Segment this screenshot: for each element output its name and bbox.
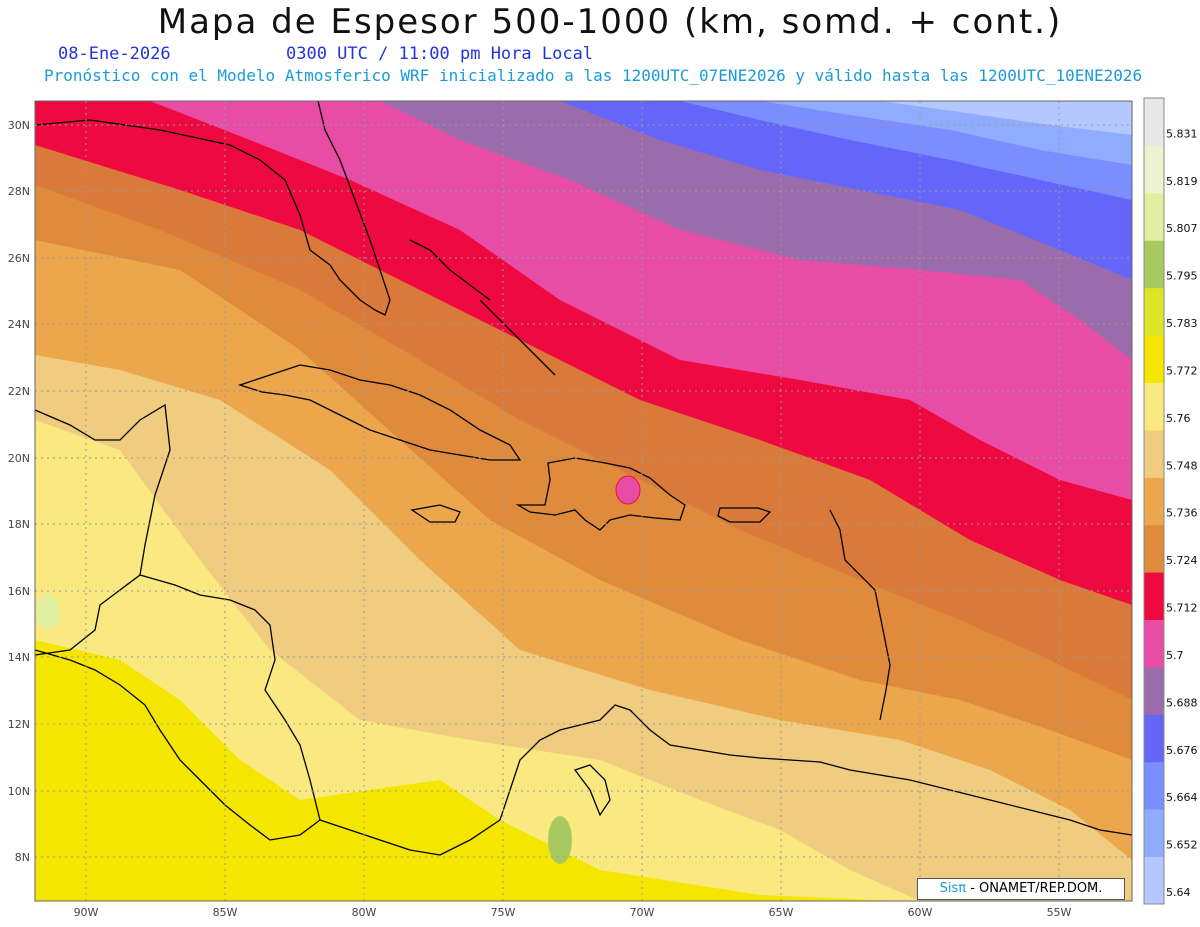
maracaibo-lake <box>573 764 611 817</box>
legend-label: 5.676 <box>1166 744 1198 757</box>
legend-label: 5.736 <box>1166 507 1198 520</box>
lat-label: 12N <box>8 718 30 731</box>
lat-label: 18N <box>8 518 30 531</box>
legend-swatch <box>1144 809 1164 858</box>
map-frame <box>34 100 1133 902</box>
map-title: Mapa de Espesor 500-1000 (km, somd. + co… <box>157 2 1063 42</box>
legend-label: 5.712 <box>1166 602 1198 615</box>
legend-label: 5.64 <box>1166 886 1191 899</box>
puerto-rico-coast <box>717 507 772 523</box>
lon-label: 75W <box>491 906 516 919</box>
legend-swatch <box>1144 666 1164 715</box>
legend-swatch <box>1144 192 1164 241</box>
green-spot-colombia <box>548 816 572 864</box>
panama-colombia-coast <box>319 704 1132 856</box>
legend-swatch <box>1144 761 1164 810</box>
legend-label: 5.652 <box>1166 839 1198 852</box>
legend-label: 5.748 <box>1166 459 1198 472</box>
lon-label: 90W <box>74 906 99 919</box>
legend-swatch <box>1144 382 1164 431</box>
legend-label: 5.76 <box>1166 412 1191 425</box>
legend-label: 5.795 <box>1166 270 1198 283</box>
legend-swatch <box>1144 714 1164 763</box>
legend-label: 5.772 <box>1166 364 1198 377</box>
legend-label: 5.819 <box>1166 175 1198 188</box>
coastlines <box>35 101 1132 856</box>
forecast-time: 0300 UTC / 11:00 pm Hora Local <box>286 44 594 64</box>
legend-label: 5.688 <box>1166 696 1198 709</box>
lat-label: 26N <box>8 252 30 265</box>
legend-swatch <box>1144 240 1164 289</box>
legend-swatch <box>1144 98 1164 146</box>
legend-swatch <box>1144 524 1164 573</box>
lon-label: 65W <box>769 906 794 919</box>
lat-label: 14N <box>8 651 30 664</box>
legend-frame <box>1143 97 1165 905</box>
forecast-subtitle: Pronóstico con el Modelo Atmosferico WRF… <box>44 66 1143 85</box>
legend-swatch <box>1144 335 1164 383</box>
lesser-antilles <box>829 509 891 721</box>
legend-swatch <box>1144 572 1164 621</box>
lat-label: 22N <box>8 385 30 398</box>
lat-axis: 30N 28N 26N 24N 22N 20N 18N 16N 14N 12N … <box>8 119 30 864</box>
jamaica-coast <box>410 504 461 523</box>
lon-label: 80W <box>352 906 377 919</box>
legend-swatch <box>1144 856 1164 905</box>
legend-label: 5.724 <box>1166 554 1198 567</box>
lat-label: 30N <box>8 119 30 132</box>
legend-swatch <box>1144 287 1164 336</box>
legend-label: 5.831 <box>1166 127 1198 140</box>
lat-label: 24N <box>8 318 30 331</box>
band-blue-faint <box>760 101 1132 135</box>
legend-label: 5.783 <box>1166 317 1198 330</box>
lat-label: 16N <box>8 585 30 598</box>
lon-label: 70W <box>630 906 655 919</box>
color-legend: 5.831 5.819 5.807 5.795 5.783 5.772 5.76 5.748 5… <box>1143 97 1198 905</box>
legend-swatch <box>1144 145 1164 194</box>
watermark-text: - ONAMET/REP.DOM. <box>966 881 1103 896</box>
forecast-date: 08-Ene-2026 <box>58 44 171 64</box>
watermark: Sisπ - ONAMET/REP.DOM. <box>917 878 1125 900</box>
lat-label: 8N <box>15 851 30 864</box>
sispi-logo-icon: Sisπ <box>939 881 967 896</box>
cuba-coast <box>237 364 522 461</box>
bahamas <box>409 239 556 376</box>
legend-label: 5.807 <box>1166 222 1198 235</box>
florida-coast <box>35 101 391 316</box>
legend-swatch <box>1144 477 1164 526</box>
hispaniola-coast <box>515 457 686 531</box>
legend-swatch <box>1144 619 1164 668</box>
green-spot-pacific <box>36 594 60 630</box>
legend-label: 5.7 <box>1166 649 1184 662</box>
lat-label: 20N <box>8 452 30 465</box>
graticule <box>35 101 1132 901</box>
lat-label: 10N <box>8 785 30 798</box>
red-spot-hispaniola <box>615 475 641 505</box>
lon-label: 60W <box>908 906 933 919</box>
lon-label: 55W <box>1047 906 1072 919</box>
lon-label: 85W <box>213 906 238 919</box>
contour-fill <box>35 101 1132 901</box>
legend-swatch <box>1144 429 1164 478</box>
lat-label: 28N <box>8 185 30 198</box>
central-america-coast <box>35 403 321 841</box>
legend-label: 5.664 <box>1166 791 1198 804</box>
lon-axis: 90W 85W 80W 75W 70W 65W 60W 55W <box>74 906 1072 919</box>
